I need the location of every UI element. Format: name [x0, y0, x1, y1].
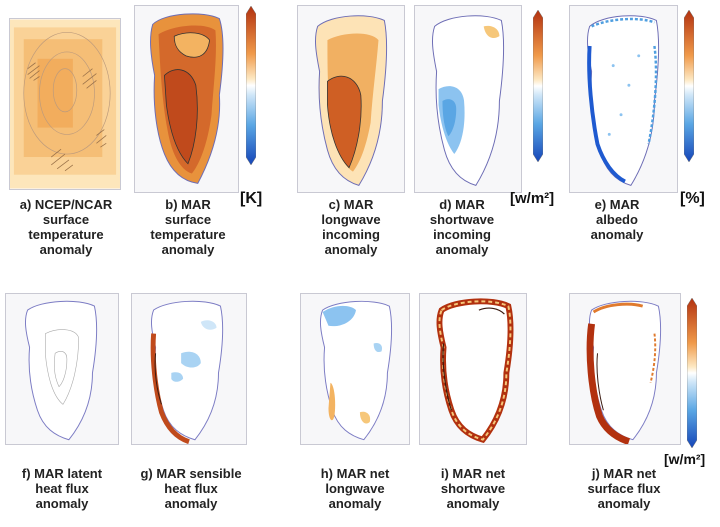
caption-j: j) MAR net surface flux anomaly [587, 466, 661, 511]
unit-temperature: [K] [240, 190, 263, 207]
caption-e: e) MAR albedo anomaly [590, 197, 644, 242]
caption-b: b) MAR surface temperature anomaly [150, 197, 226, 257]
unit-albedo: [%] [680, 190, 705, 207]
caption-d: d) MAR shortwave incoming anomaly [429, 197, 495, 257]
colorbar-albedo [684, 10, 694, 162]
caption-h: h) MAR net longwave anomaly [320, 466, 390, 511]
colorbar-radiation [533, 10, 543, 162]
panel-h-map [300, 293, 410, 445]
caption-i: i) MAR net shortwave anomaly [440, 466, 506, 511]
panel-f-map [5, 293, 119, 445]
unit-surface-flux: [w/m²] [664, 451, 706, 467]
caption-g: g) MAR sensible heat flux anomaly [140, 466, 242, 511]
mar-surface-temp-map [150, 13, 224, 184]
mar-sensible-heat-map [150, 300, 224, 444]
panel-a-map [9, 18, 121, 190]
caption-a: a) NCEP/NCAR surface temperature anomaly [19, 197, 113, 257]
mar-longwave-incoming-map [314, 15, 387, 186]
panel-e-map [569, 5, 678, 193]
panel-j-map [569, 293, 681, 445]
panel-i-map [419, 293, 527, 445]
mar-net-shortwave-map [436, 298, 514, 444]
mar-shortwave-incoming-map [431, 15, 504, 186]
mar-net-longwave-map [319, 300, 392, 441]
colorbar-temperature [246, 6, 256, 165]
panel-d-map [414, 5, 522, 193]
caption-c: c) MAR longwave incoming anomaly [321, 197, 381, 257]
caption-f: f) MAR latent heat flux anomaly [21, 466, 103, 511]
panel-g-map [131, 293, 247, 445]
colorbar-surface-flux [687, 298, 697, 448]
panel-c-map [297, 5, 405, 193]
unit-radiation: [w/m²] [510, 190, 555, 207]
mar-net-surface-flux-map [586, 300, 661, 444]
panel-b-map [134, 5, 239, 193]
mar-albedo-map [587, 15, 660, 186]
mar-latent-heat-map [24, 300, 98, 441]
ncep-surface-temp-field [10, 19, 120, 189]
